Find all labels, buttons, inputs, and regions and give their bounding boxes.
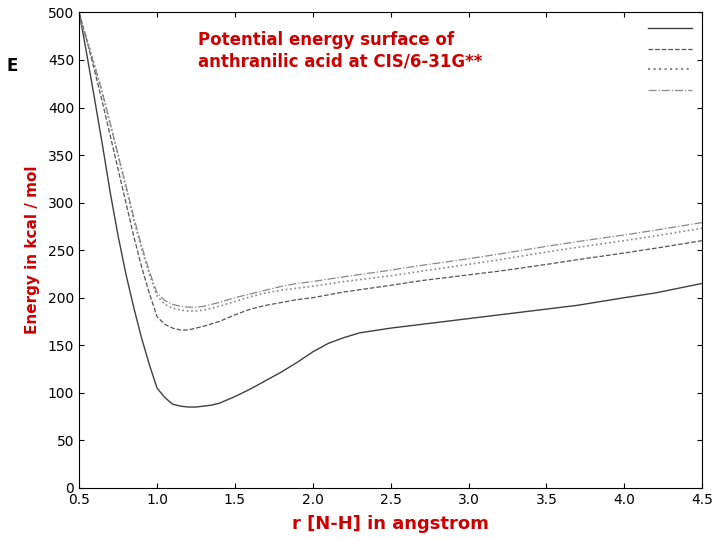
Y-axis label: Energy in kcal / mol: Energy in kcal / mol — [24, 166, 40, 334]
Text: Potential energy surface of
anthranilic acid at CIS/6-31G**: Potential energy surface of anthranilic … — [197, 31, 482, 70]
X-axis label: r [N-H] in angstrom: r [N-H] in angstrom — [292, 515, 489, 533]
Legend: , , , : , , , — [644, 19, 696, 100]
Text: E: E — [7, 57, 18, 75]
